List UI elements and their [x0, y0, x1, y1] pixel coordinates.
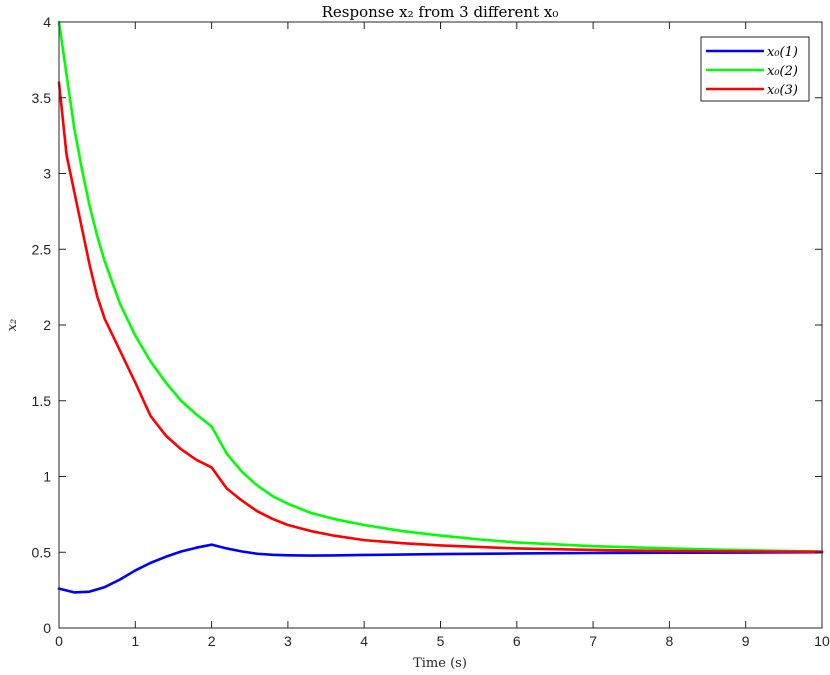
x-tick-label: 7 [589, 633, 597, 649]
y-tick-label: 0 [43, 620, 51, 636]
y-tick-label: 2 [43, 317, 51, 333]
y-tick-label: 4 [43, 14, 51, 30]
x-tick-label: 2 [208, 633, 216, 649]
chart-title: Response x₂ from 3 different x₀ [322, 3, 559, 21]
legend: x₀(1) x₀(2) x₀(3) [700, 36, 810, 102]
x-tick-label: 10 [814, 633, 830, 649]
x-tick-label: 4 [360, 633, 368, 649]
x-tick-label: 8 [666, 633, 674, 649]
series-layer [57, 20, 824, 594]
legend-label-1: x₀(1) [767, 45, 798, 60]
x-tick-label: 9 [742, 633, 750, 649]
x-tick-label: 1 [131, 633, 139, 649]
x-tick-label: 0 [55, 633, 63, 649]
x-tick-label: 6 [513, 633, 521, 649]
legend-label-2: x₀(2) [767, 64, 798, 79]
x-tick-label: 3 [284, 633, 292, 649]
y-axis-label: x₂ [5, 319, 20, 332]
plot-background [59, 22, 822, 628]
series-line-1 [57, 543, 824, 594]
y-tick-label: 1 [43, 469, 51, 485]
series-line-3 [57, 81, 824, 554]
legend-label-3: x₀(3) [767, 83, 798, 98]
y-tick-label: 1.5 [32, 393, 52, 409]
y-tick-label: 3.5 [32, 90, 52, 106]
series-line-2 [57, 20, 824, 553]
y-tick-label: 0.5 [32, 544, 52, 560]
x-tick-label: 5 [437, 633, 445, 649]
title-text: Response x₂ from 3 different x₀ [322, 3, 559, 21]
y-tick-label: 2.5 [32, 241, 52, 257]
y-tick-label: 3 [43, 166, 51, 182]
x-axis-label: Time (s) [413, 656, 467, 671]
ticks-layer: 0 1 2 3 4 5 6 7 8 9 10 0 0.5 1 1.5 2 2.5 3 3.5 4 [32, 14, 830, 649]
